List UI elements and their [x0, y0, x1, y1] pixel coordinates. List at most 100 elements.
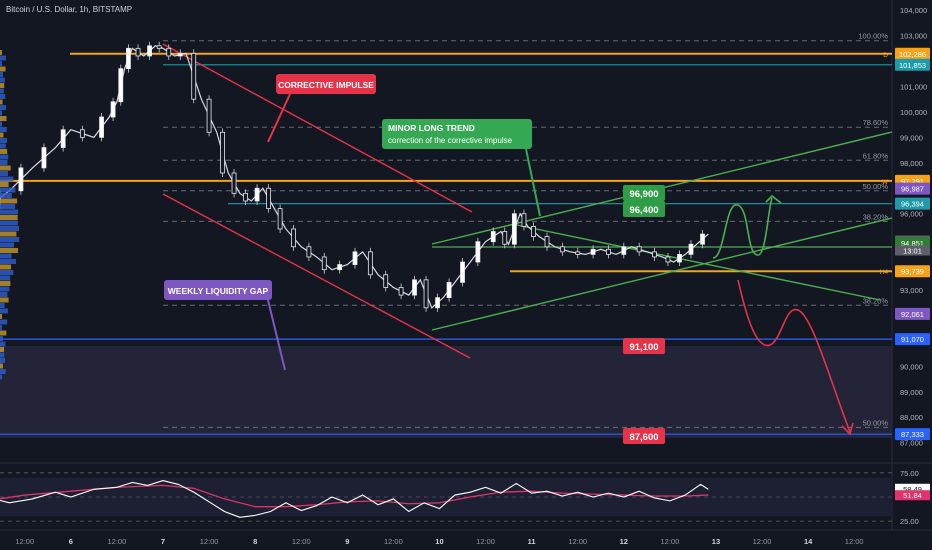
volume-profile-bar-19: [0, 154, 9, 160]
green-projection-path: [712, 197, 773, 259]
candle-body-11: [156, 45, 162, 49]
y-tick-8: 90,000: [900, 362, 923, 371]
volume-profile-bar-9: [0, 99, 3, 105]
candle-body-41: [544, 236, 550, 248]
volume-profile-bar-43: [0, 286, 10, 292]
green-trend-line-1: [431, 217, 893, 331]
x-tick-14: 12:00: [660, 537, 679, 546]
volume-profile-bar-45: [0, 297, 9, 303]
target-91100-badge[interactable]: 91,100: [623, 338, 665, 354]
fib-label-3: 50.00%: [863, 182, 889, 191]
volume-profile-bar-36: [0, 248, 19, 253]
y-tick-10: 88,000: [900, 413, 923, 422]
volume-profile-bar-39: [0, 264, 12, 270]
candle-body-4: [79, 129, 85, 138]
candle-body-49: [665, 256, 671, 263]
target-96900-badge[interactable]: 96,900: [623, 185, 665, 201]
time-axis[interactable]: 12:00 6 12:00 7 12:00 8 12:00 9 12:00 10 12:00 11 12…: [15, 537, 863, 546]
candle-body-7: [118, 68, 124, 103]
candle-body-13: [177, 53, 183, 57]
price-axis: [892, 0, 932, 530]
y-tick-9: 89,000: [900, 388, 923, 397]
y-tick-1: 103,000: [900, 32, 927, 41]
price-badge-7: [895, 182, 930, 195]
candle-body-22: [291, 228, 296, 248]
fib-label-5: 38.20%: [863, 296, 889, 305]
target-96400-badge[interactable]: 96,400: [623, 201, 665, 217]
price-badge-5: [895, 333, 930, 346]
countdown-text: 13:01: [903, 246, 922, 255]
red-arrow-head: [841, 422, 854, 436]
candle-body-25: [337, 264, 343, 271]
x-tick-13: 12: [620, 537, 628, 546]
volume-profile-bar-31: [0, 220, 18, 226]
candle-body-8: [126, 47, 131, 70]
volume-profile-bar-16: [0, 138, 7, 143]
x-tick-4: 12:00: [200, 537, 219, 546]
price-badge-text-7: 96,987: [901, 185, 924, 194]
price-badge-text-9: 94,851: [901, 239, 924, 248]
candle-body-42: [559, 246, 565, 253]
weekly-gap-label[interactable]: WEEKLY LIQUIDITY GAP: [164, 280, 286, 371]
volume-profile-bar-27: [0, 198, 18, 204]
green-arrow-head: [765, 194, 782, 204]
price-badge-3: [895, 197, 930, 210]
price-badge-6: [895, 428, 930, 441]
volume-profile-bar-40: [0, 270, 14, 275]
volume-profile-bar-4: [0, 72, 3, 77]
candle-body-1: [18, 167, 24, 192]
x-tick-15: 13: [712, 537, 720, 546]
candle-body-35: [475, 241, 481, 263]
target-87600-badge[interactable]: 87,600: [623, 428, 665, 444]
candle-body-10: [147, 45, 152, 57]
candle-body-27: [367, 251, 373, 276]
volume-profile-bar-14: [0, 127, 7, 132]
x-tick-16: 12:00: [753, 537, 772, 546]
corrective-impulse-label[interactable]: CORRECTIVE IMPULSE: [267, 74, 376, 143]
volume-profile-bar-57: [0, 363, 3, 369]
target-96900-text: 96,900: [629, 189, 658, 200]
volume-profile-bar-17: [0, 143, 6, 149]
candle-body-28: [383, 274, 389, 288]
green-trend-line-2: [511, 223, 881, 301]
minor-trend-subtitle: correction of the corrective impulse: [388, 136, 513, 145]
candle-body-17: [231, 172, 237, 194]
y-tick-5: 98,000: [900, 159, 923, 168]
weekly-gap-text: WEEKLY LIQUIDITY GAP: [168, 286, 269, 296]
volume-profile-bar-10: [0, 105, 7, 110]
horizontal-levels: D W H4: [0, 52, 892, 435]
target-87600-text: 87,600: [629, 432, 658, 443]
rsi-line: [0, 479, 709, 518]
minor-trend-label[interactable]: MINOR LONG TREND correction of the corre…: [382, 119, 541, 217]
candle-body-6: [110, 101, 116, 118]
volume-profile-bar-37: [0, 253, 12, 259]
rsi-badge-text-1: 51.84: [903, 491, 922, 500]
price-badge-0: [895, 47, 930, 60]
candle-body-24: [321, 256, 327, 271]
minor-trend-title: MINOR LONG TREND: [388, 123, 475, 133]
countdown-badge: [895, 245, 930, 256]
candle-body-34: [460, 261, 465, 283]
price-badge-text-3: 96,394: [901, 200, 924, 209]
y-tick-11: 87,000: [900, 439, 923, 448]
x-tick-1: 6: [69, 537, 73, 546]
x-tick-18: 12:00: [845, 537, 864, 546]
fib-label-2: 61.80%: [863, 151, 889, 160]
candle-body-37: [502, 231, 508, 245]
target-96400-text: 96,400: [629, 205, 658, 216]
volume-profile-bar-35: [0, 242, 14, 248]
volume-profile-bar-26: [0, 193, 12, 198]
target-91100-text: 91,100: [629, 342, 658, 353]
candle-body-9: [135, 47, 141, 57]
x-tick-8: 12:00: [384, 537, 403, 546]
x-tick-6: 12:00: [292, 537, 311, 546]
candle-body-14: [191, 53, 197, 100]
candle-body-31: [423, 279, 429, 309]
x-tick-11: 11: [528, 537, 536, 546]
price-badge-text-0: 102,286: [899, 50, 926, 59]
candle-body-32: [435, 297, 440, 309]
candle-body-3: [60, 129, 66, 148]
